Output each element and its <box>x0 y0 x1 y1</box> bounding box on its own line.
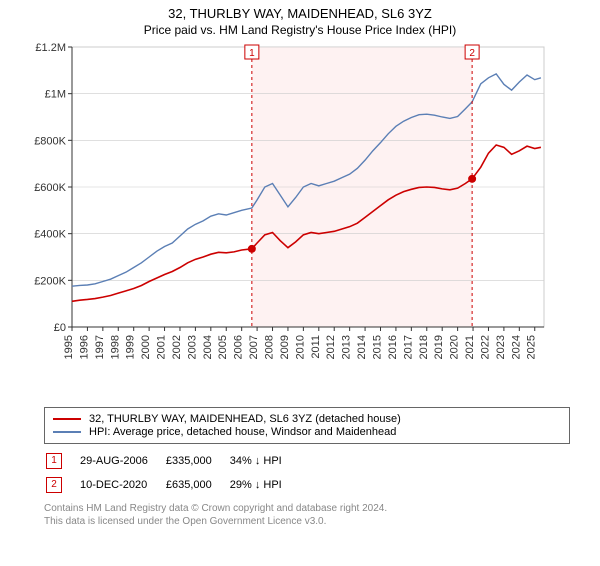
event-delta: 34% ↓ HPI <box>230 450 298 472</box>
svg-text:2014: 2014 <box>356 335 368 359</box>
svg-text:2025: 2025 <box>526 335 538 359</box>
svg-text:2002: 2002 <box>171 335 183 359</box>
event-date: 29-AUG-2006 <box>80 450 164 472</box>
footer-attribution: Contains HM Land Registry data © Crown c… <box>44 502 570 528</box>
svg-text:£200K: £200K <box>34 275 66 287</box>
legend-row: HPI: Average price, detached house, Wind… <box>53 426 561 438</box>
event-point <box>468 175 476 183</box>
event-price: £635,000 <box>166 474 228 496</box>
svg-text:2018: 2018 <box>418 335 430 359</box>
svg-text:2019: 2019 <box>433 335 445 359</box>
svg-text:1996: 1996 <box>78 335 90 359</box>
svg-text:2016: 2016 <box>387 335 399 359</box>
chart-title: 32, THURLBY WAY, MAIDENHEAD, SL6 3YZ <box>0 6 600 21</box>
svg-text:2015: 2015 <box>371 335 383 359</box>
svg-text:2013: 2013 <box>341 335 353 359</box>
svg-text:2020: 2020 <box>449 335 461 359</box>
svg-text:2007: 2007 <box>248 335 260 359</box>
svg-text:1999: 1999 <box>125 335 137 359</box>
legend-row: 32, THURLBY WAY, MAIDENHEAD, SL6 3YZ (de… <box>53 413 561 425</box>
svg-text:2003: 2003 <box>186 335 198 359</box>
svg-text:£400K: £400K <box>34 229 66 241</box>
legend-swatch <box>53 418 81 420</box>
footer-line2: This data is licensed under the Open Gov… <box>44 515 570 528</box>
svg-text:2011: 2011 <box>310 335 322 359</box>
legend-label: 32, THURLBY WAY, MAIDENHEAD, SL6 3YZ (de… <box>89 413 401 425</box>
svg-text:1998: 1998 <box>109 335 121 359</box>
svg-text:1995: 1995 <box>63 335 75 359</box>
event-delta: 29% ↓ HPI <box>230 474 298 496</box>
svg-text:2012: 2012 <box>325 335 337 359</box>
svg-text:2022: 2022 <box>479 335 491 359</box>
svg-text:2004: 2004 <box>202 335 214 359</box>
svg-text:1997: 1997 <box>94 335 106 359</box>
svg-text:2021: 2021 <box>464 335 476 359</box>
event-marker: 2 <box>46 477 62 493</box>
svg-text:2017: 2017 <box>402 335 414 359</box>
event-row: 2 10-DEC-2020£635,00029% ↓ HPI <box>46 474 298 496</box>
event-marker: 1 <box>46 453 62 469</box>
svg-text:1: 1 <box>249 48 255 59</box>
svg-text:2006: 2006 <box>233 335 245 359</box>
svg-text:£1.2M: £1.2M <box>35 42 66 54</box>
event-row: 1 29-AUG-2006£335,00034% ↓ HPI <box>46 450 298 472</box>
svg-text:£800K: £800K <box>34 135 66 147</box>
svg-text:2001: 2001 <box>156 335 168 359</box>
line-chart-svg: £0 £200K £400K £600K £800K £1M £1.2M 19951996 19… <box>30 41 550 371</box>
svg-text:2005: 2005 <box>217 335 229 359</box>
svg-text:£1M: £1M <box>45 89 66 101</box>
event-price: £335,000 <box>166 450 228 472</box>
svg-text:2023: 2023 <box>495 335 507 359</box>
svg-text:2008: 2008 <box>264 335 276 359</box>
svg-text:2000: 2000 <box>140 335 152 359</box>
svg-text:2010: 2010 <box>294 335 306 359</box>
chart-area: £0 £200K £400K £600K £800K £1M £1.2M 19951996 19… <box>30 41 590 401</box>
legend-box: 32, THURLBY WAY, MAIDENHEAD, SL6 3YZ (de… <box>44 407 570 444</box>
event-point <box>248 245 256 253</box>
events-table: 1 29-AUG-2006£335,00034% ↓ HPI 2 10-DEC-202… <box>44 448 300 498</box>
event-date: 10-DEC-2020 <box>80 474 164 496</box>
chart-subtitle: Price paid vs. HM Land Registry's House … <box>0 23 600 37</box>
svg-text:2024: 2024 <box>510 335 522 359</box>
svg-text:2: 2 <box>469 48 475 59</box>
svg-text:2009: 2009 <box>279 335 291 359</box>
legend-label: HPI: Average price, detached house, Wind… <box>89 426 396 438</box>
svg-text:£0: £0 <box>54 322 66 334</box>
footer-line1: Contains HM Land Registry data © Crown c… <box>44 502 570 515</box>
legend-swatch <box>53 431 81 433</box>
svg-text:£600K: £600K <box>34 182 66 194</box>
